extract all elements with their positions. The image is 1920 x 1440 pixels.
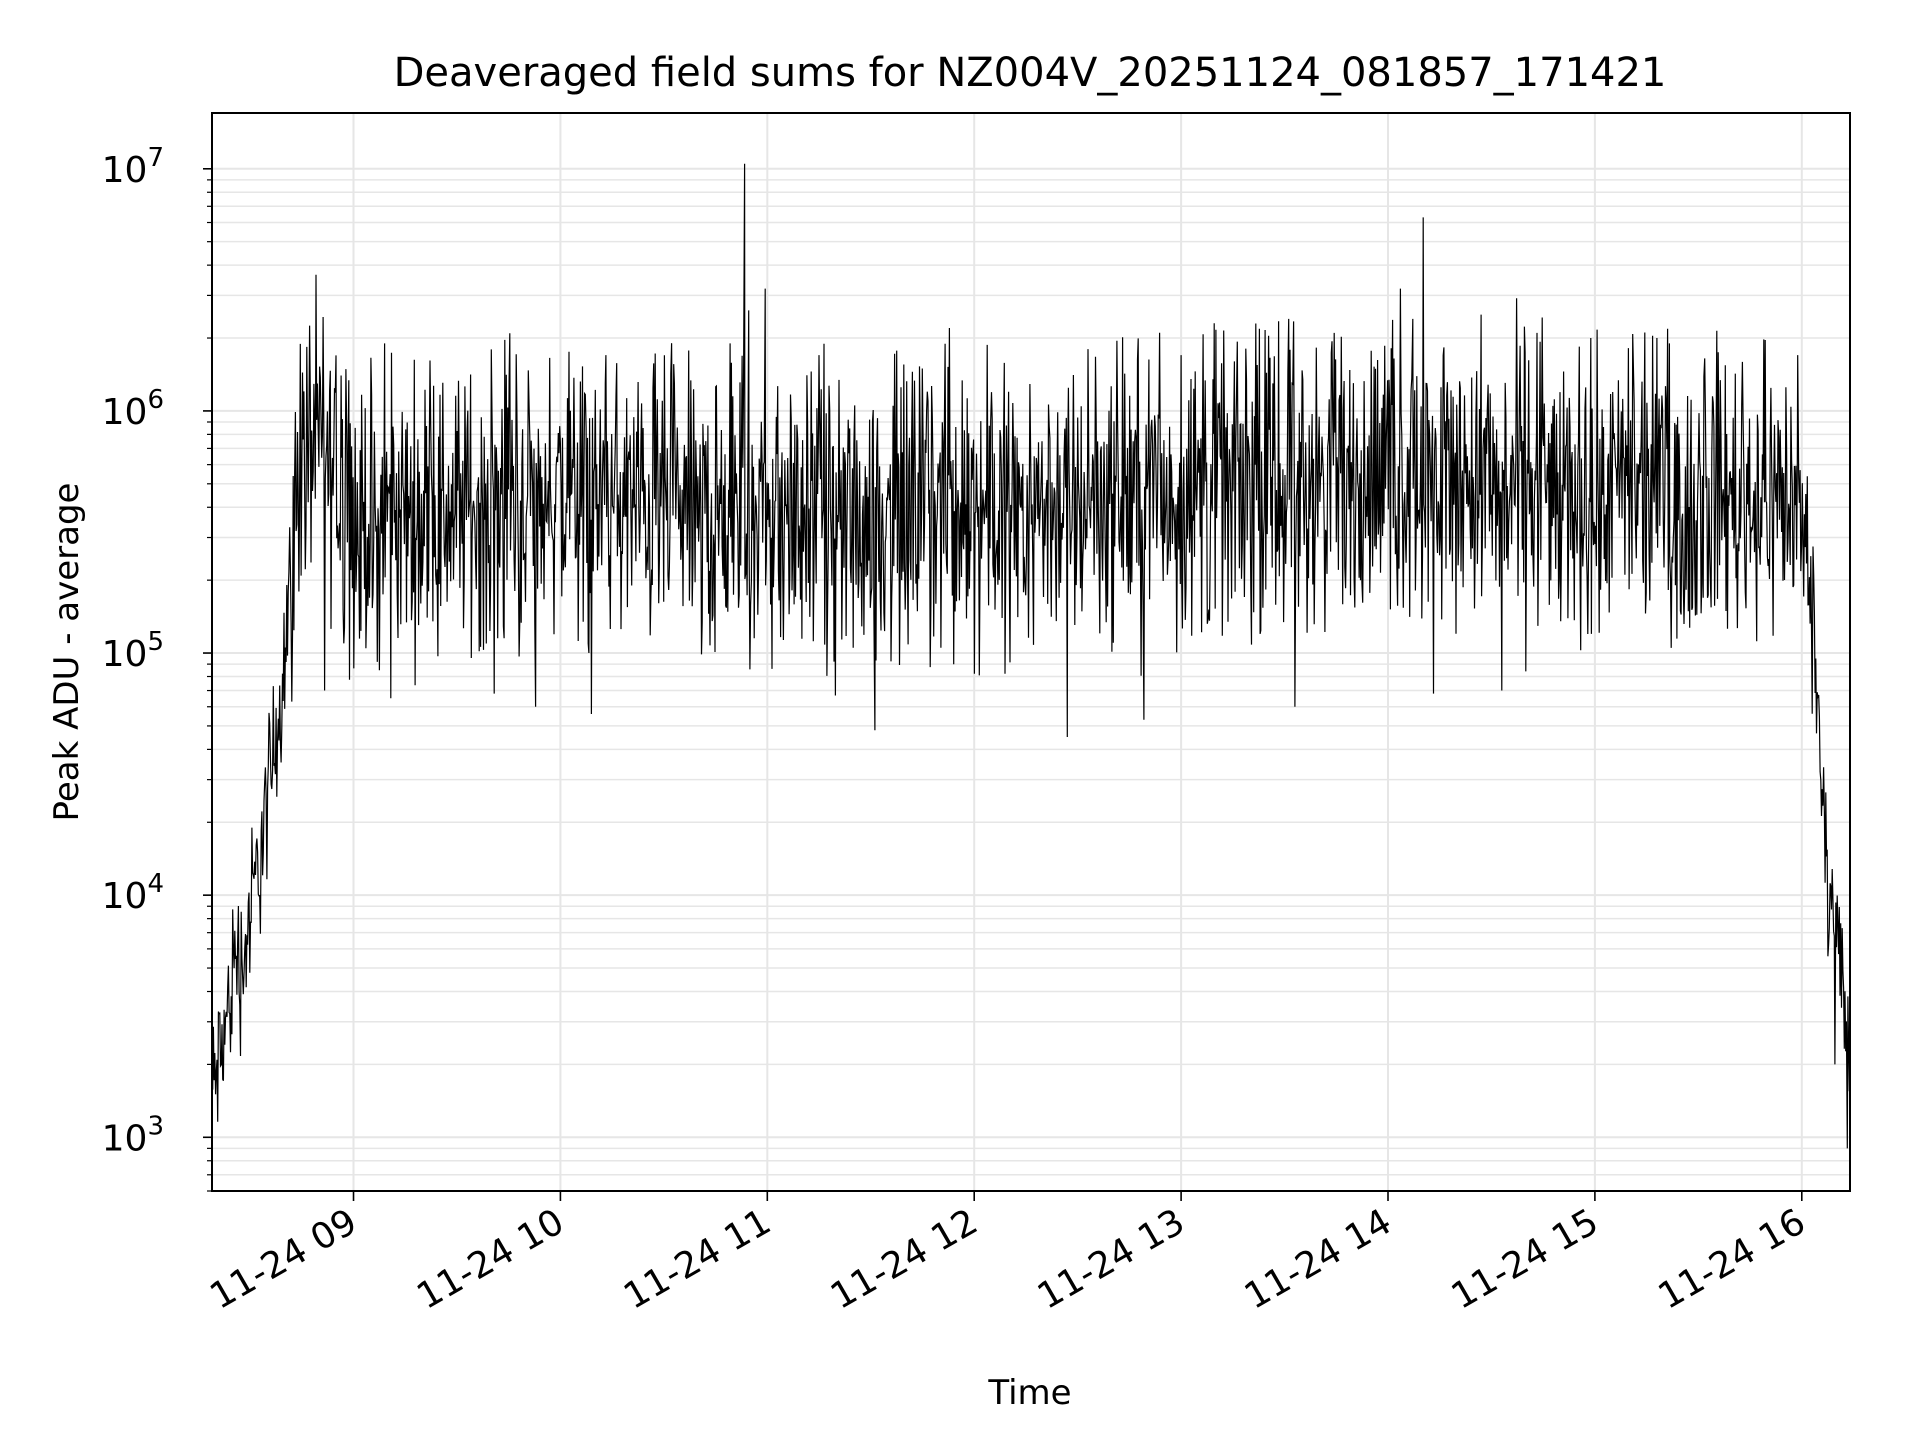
y-tick-exponent: 4 — [147, 869, 164, 899]
x-axis-label: Time — [987, 1373, 1071, 1413]
chart-title: Deaveraged field sums for NZ004V_2025112… — [394, 50, 1667, 96]
y-tick-exponent: 5 — [147, 627, 164, 657]
y-tick-label: 107 — [102, 143, 164, 191]
y-tick-label: 104 — [102, 869, 164, 917]
y-tick-exponent: 6 — [147, 385, 164, 415]
y-tick-label: 105 — [102, 627, 164, 675]
data-series — [211, 163, 1851, 1149]
plot-area — [212, 113, 1850, 1191]
plot-frame — [211, 112, 1851, 1192]
y-tick-base: 10 — [102, 634, 148, 675]
y-tick-label: 103 — [102, 1111, 164, 1159]
y-tick-base: 10 — [102, 876, 148, 917]
minor-gridlines — [212, 179, 1850, 1192]
y-tick-base: 10 — [102, 392, 148, 433]
data-line — [211, 163, 1851, 1149]
y-tick-base: 10 — [102, 1118, 148, 1159]
y-tick-exponent: 7 — [147, 143, 164, 173]
y-tick-exponent: 3 — [147, 1111, 164, 1141]
y-tick-label: 106 — [102, 385, 164, 433]
y-tick-base: 10 — [102, 150, 148, 191]
y-axis-label: Peak ADU - average — [47, 483, 87, 822]
